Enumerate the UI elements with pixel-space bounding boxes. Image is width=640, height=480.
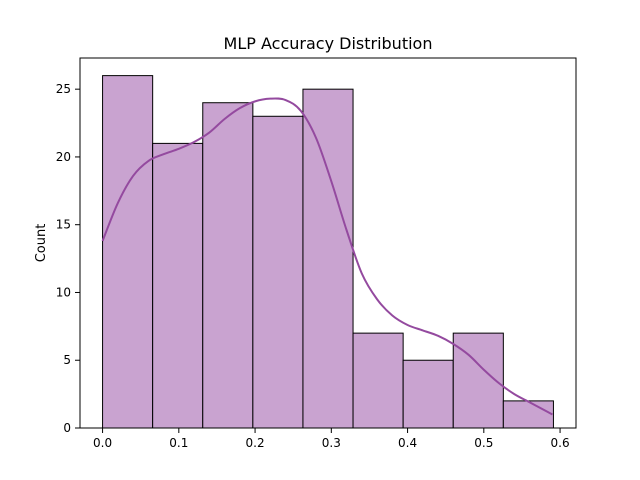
x-tick-label: 0.1 (169, 436, 188, 450)
x-axis-ticks: 0.0 0.1 0.2 0.3 0.4 0.5 0.6 (93, 428, 570, 450)
histogram-bar-3 (252, 115, 304, 429)
x-tick-label: 0.2 (246, 436, 265, 450)
histogram-bar-2 (202, 102, 254, 429)
x-tick-label: 0.5 (474, 436, 493, 450)
histogram-bar-6 (402, 359, 454, 429)
histogram-bar-1 (152, 142, 204, 429)
y-axis-ticks: 0 5 10 15 20 25 (56, 82, 80, 435)
plot-area-frame (79, 57, 577, 429)
y-tick-label: 10 (56, 285, 71, 299)
x-tick-label: 0.4 (398, 436, 417, 450)
y-tick-label: 5 (63, 353, 71, 367)
chart-title: MLP Accuracy Distribution (224, 34, 433, 53)
histogram-bar-8 (502, 400, 554, 429)
y-tick-label: 15 (56, 218, 71, 232)
y-tick-label: 20 (56, 150, 71, 164)
y-tick-label: 25 (56, 82, 71, 96)
histogram-bar-0 (102, 75, 154, 429)
x-tick-label: 0.0 (93, 436, 112, 450)
histogram-bar-4 (302, 88, 354, 429)
x-tick-label: 0.3 (322, 436, 341, 450)
x-tick-label: 0.6 (551, 436, 570, 450)
y-axis-label: Count (34, 224, 49, 263)
kde-curve (101, 97, 553, 416)
y-tick-label: 0 (63, 421, 71, 435)
bars-group (102, 75, 554, 429)
histogram-bar-5 (352, 332, 404, 429)
